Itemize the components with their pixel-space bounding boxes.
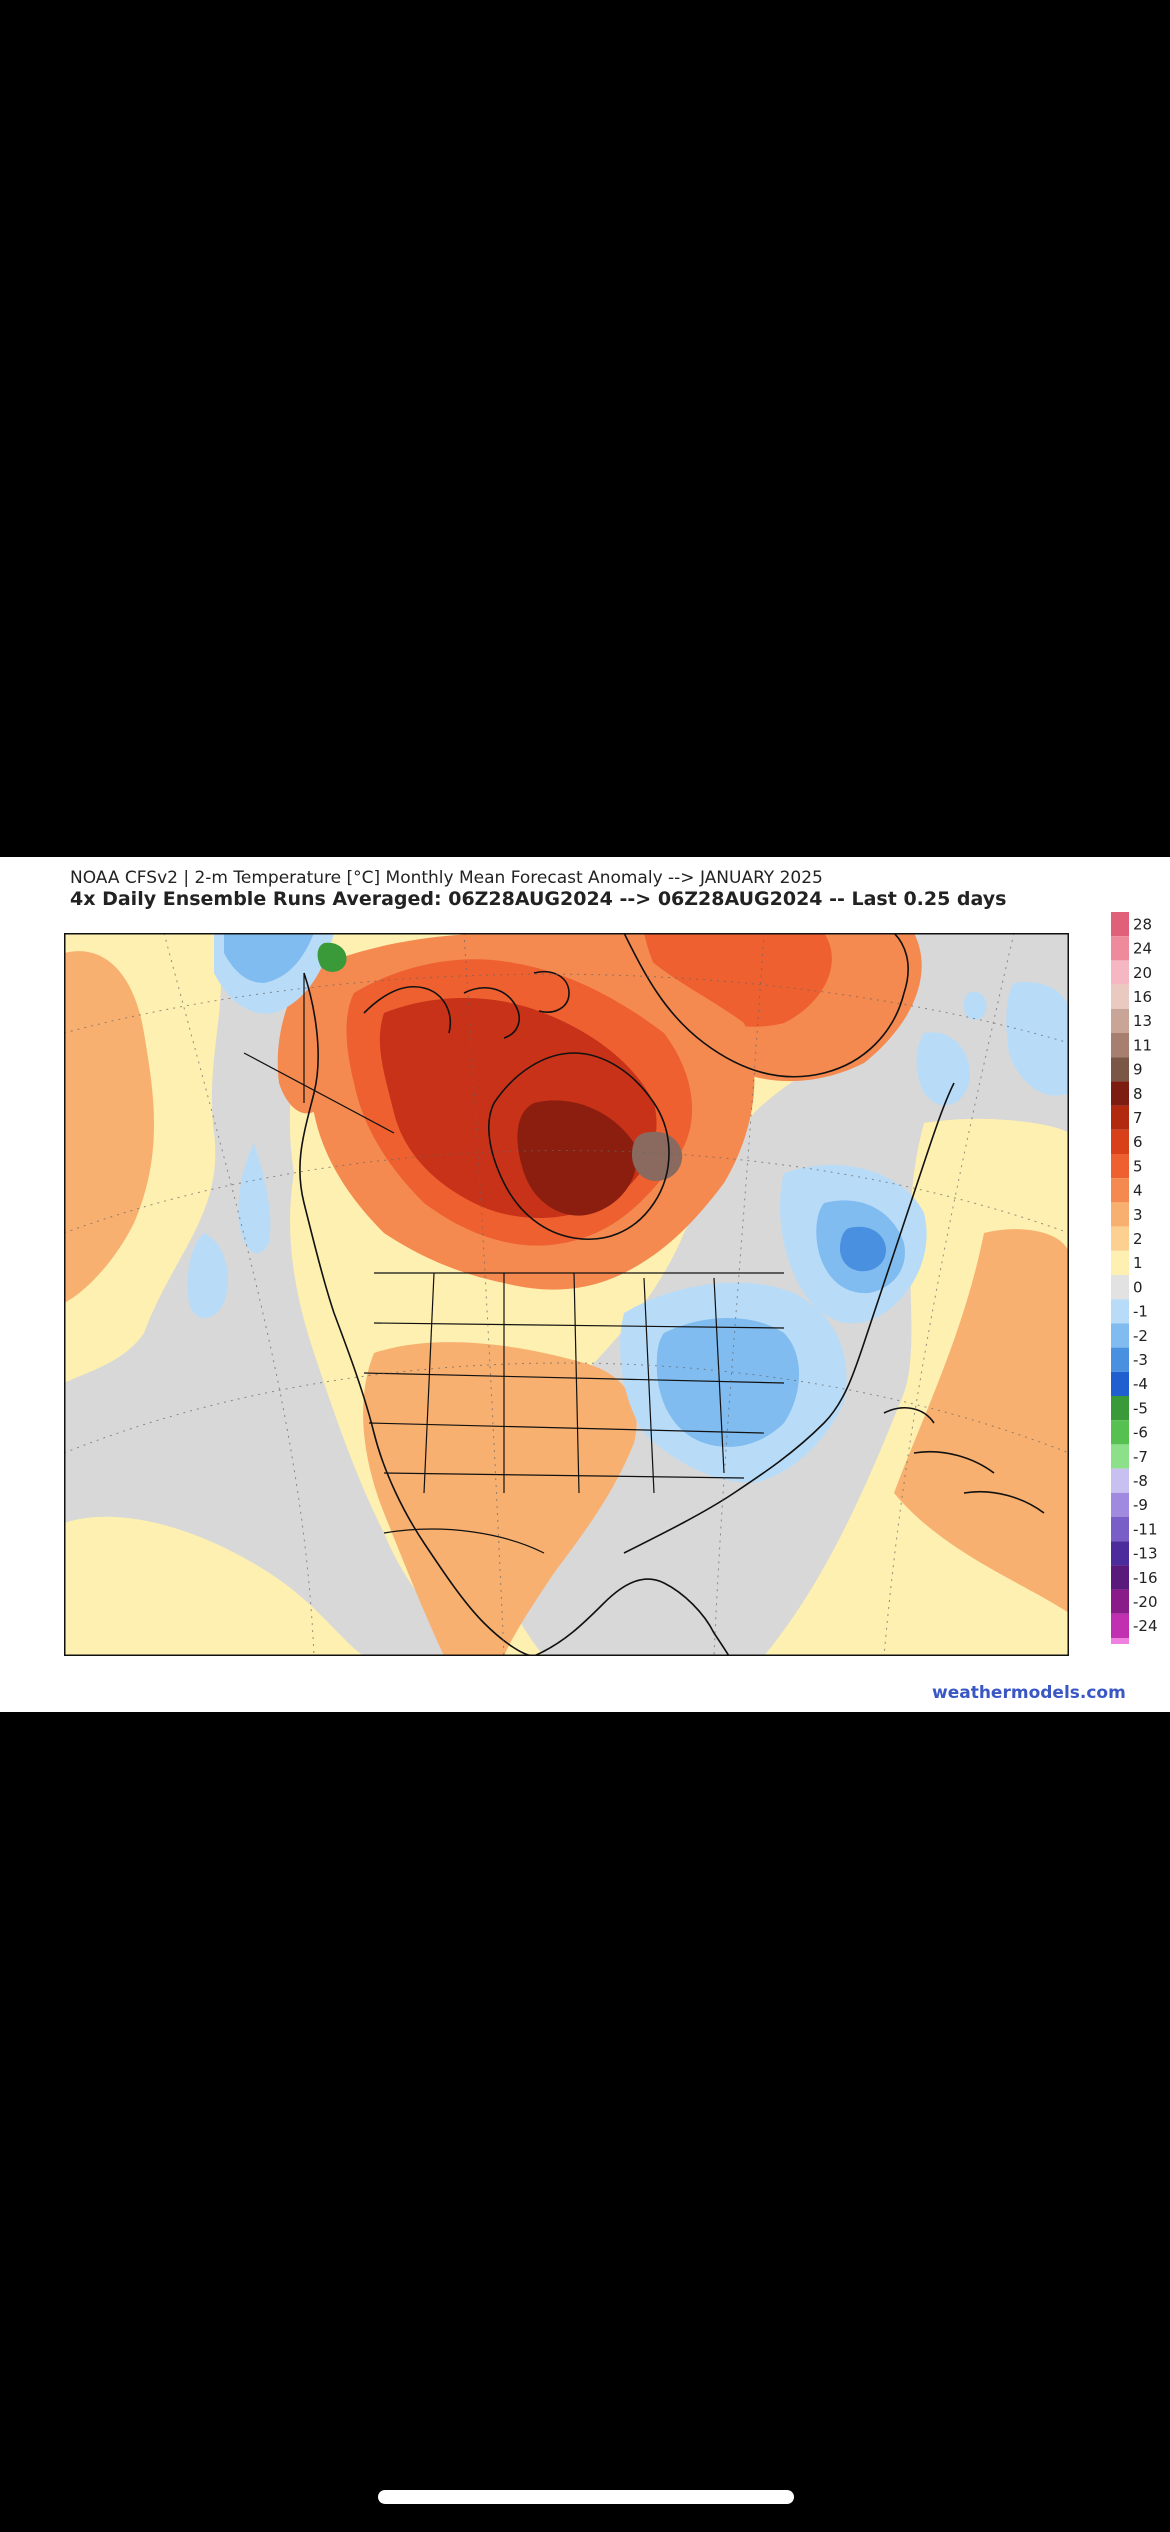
legend-label: 8 [1133, 1085, 1143, 1103]
southwest-pacific-light-warm [64, 1516, 364, 1656]
legend-swatch [1111, 1638, 1129, 1663]
forecast-panel: NOAA CFSv2 | 2-m Temperature [°C] Monthl… [0, 857, 1170, 1712]
legend-label: 5 [1133, 1157, 1143, 1175]
color-legend: 28 24 20 16 13 11 9 8 7 6 5 4 3 2 1 0 -1 -2 -3 -4 -5 -6 -7 -8 -9… [1111, 912, 1170, 1663]
chart-subtitle: 4x Daily Ensemble Runs Averaged: 06Z28AU… [70, 888, 1007, 910]
temperature-anomaly-map [64, 933, 1069, 1656]
north-atlantic-cool-2 [1006, 982, 1069, 1096]
legend-swatch [1111, 936, 1129, 961]
bering-cold-green [317, 942, 347, 972]
legend-label: 24 [1133, 940, 1152, 958]
legend-swatch [1111, 1105, 1129, 1130]
legend-swatch [1111, 1178, 1129, 1203]
legend-label: -5 [1133, 1399, 1148, 1417]
legend-label: 11 [1133, 1036, 1152, 1054]
north-atlantic-cool-1 [916, 1032, 970, 1106]
pacific-cool-streak [187, 1233, 228, 1318]
home-indicator[interactable] [378, 2490, 794, 2504]
legend-swatch [1111, 1444, 1129, 1469]
north-atlantic-cool-3 [963, 991, 987, 1020]
hudson-bay-extreme [632, 1131, 683, 1181]
legend-label: -11 [1133, 1520, 1158, 1538]
legend-swatch [1111, 1081, 1129, 1106]
legend-label: -1 [1133, 1303, 1148, 1321]
legend-swatch [1111, 984, 1129, 1009]
legend-label: 3 [1133, 1206, 1143, 1224]
legend-swatch [1111, 1589, 1129, 1614]
legend-label: -9 [1133, 1496, 1148, 1514]
legend-label: 2 [1133, 1230, 1143, 1248]
legend-label: 4 [1133, 1182, 1143, 1200]
legend-label: -8 [1133, 1472, 1148, 1490]
legend-swatch [1111, 1396, 1129, 1421]
map-frame [64, 933, 1069, 1656]
pacific-warm-region [64, 951, 154, 1303]
legend-label: -24 [1133, 1617, 1158, 1635]
legend-label: -6 [1133, 1424, 1148, 1442]
legend-label: -13 [1133, 1545, 1158, 1563]
legend-label: 0 [1133, 1278, 1143, 1296]
legend-swatch [1111, 1565, 1129, 1590]
legend-swatch [1111, 1492, 1129, 1517]
legend-label: 20 [1133, 964, 1152, 982]
legend-label: 16 [1133, 988, 1152, 1006]
legend-label: 9 [1133, 1061, 1143, 1079]
legend-label: 7 [1133, 1109, 1143, 1127]
legend-swatch [1111, 1347, 1129, 1372]
legend-label: -4 [1133, 1375, 1148, 1393]
legend-swatch [1111, 1154, 1129, 1179]
chart-title: NOAA CFSv2 | 2-m Temperature [°C] Monthl… [70, 868, 823, 888]
atlantic-warm-region [894, 1229, 1069, 1613]
legend-label: -16 [1133, 1569, 1158, 1587]
legend-swatch [1111, 1299, 1129, 1324]
legend-label: 6 [1133, 1133, 1143, 1151]
legend-swatch [1111, 1202, 1129, 1227]
legend-swatch [1111, 1250, 1129, 1275]
legend-swatch [1111, 1057, 1129, 1082]
legend-swatch [1111, 1275, 1129, 1300]
legend-swatch [1111, 960, 1129, 985]
legend-swatch [1111, 1371, 1129, 1396]
legend-label: -28 [1133, 1641, 1158, 1644]
legend-swatch [1111, 1420, 1129, 1445]
legend-swatch [1111, 1129, 1129, 1154]
legend-swatch [1111, 1517, 1129, 1542]
legend-swatch [1111, 1541, 1129, 1566]
legend-label: 28 [1133, 915, 1152, 933]
legend-swatch [1111, 1033, 1129, 1058]
legend-label: -7 [1133, 1448, 1148, 1466]
coastlines [299, 933, 1045, 1656]
legend-label: -2 [1133, 1327, 1148, 1345]
legend-swatch [1111, 1613, 1129, 1638]
legend-swatch [1111, 1008, 1129, 1033]
legend-label: -20 [1133, 1593, 1158, 1611]
eastern-us-cooler [656, 1318, 799, 1447]
legend-swatch [1111, 1323, 1129, 1348]
western-us-warm [363, 1342, 637, 1656]
graticule [64, 933, 1069, 1656]
bering-cooler [224, 933, 314, 983]
legend-swatch [1111, 912, 1129, 937]
legend-label: 13 [1133, 1012, 1152, 1030]
legend-label: 1 [1133, 1254, 1143, 1272]
source-credit: weathermodels.com [932, 1683, 1126, 1703]
political-borders [243, 973, 785, 1554]
hudson-bay-very-hot [517, 1100, 637, 1216]
bc-coast-cool [238, 1143, 271, 1254]
legend-label: -3 [1133, 1351, 1148, 1369]
legend-swatch [1111, 1468, 1129, 1493]
labrador-coldest [839, 1226, 887, 1272]
legend-swatch [1111, 1226, 1129, 1251]
